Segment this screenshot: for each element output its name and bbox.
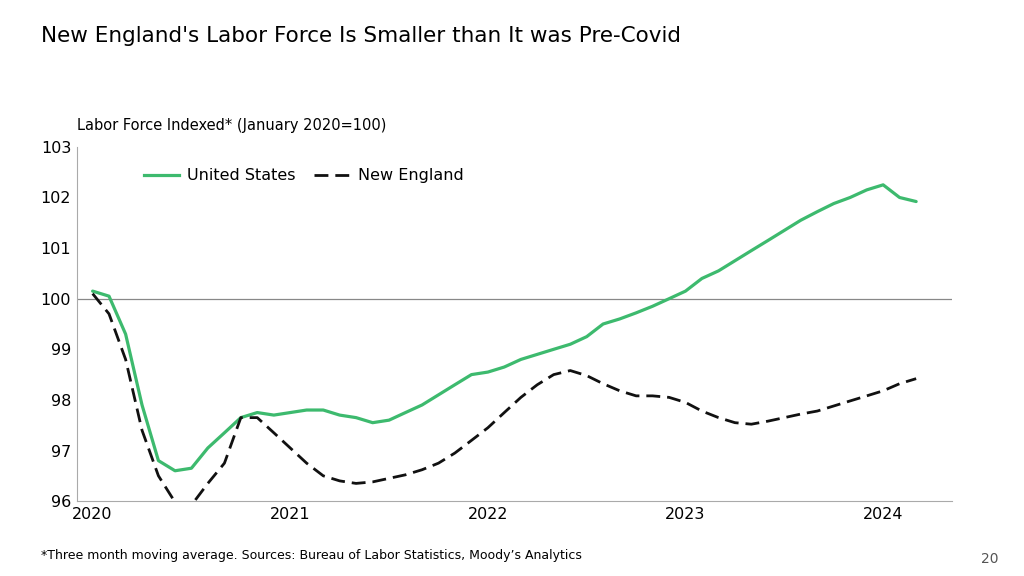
Text: *Three month moving average. Sources: Bureau of Labor Statistics, Moody’s Analyt: *Three month moving average. Sources: Bu… xyxy=(41,548,582,562)
Text: Labor Force Indexed* (January 2020=100): Labor Force Indexed* (January 2020=100) xyxy=(77,118,386,132)
Text: 20: 20 xyxy=(981,552,998,566)
Legend: United States, New England: United States, New England xyxy=(137,162,470,190)
Text: TD: TD xyxy=(942,30,984,55)
Text: New England's Labor Force Is Smaller than It was Pre-Covid: New England's Labor Force Is Smaller tha… xyxy=(41,26,681,46)
